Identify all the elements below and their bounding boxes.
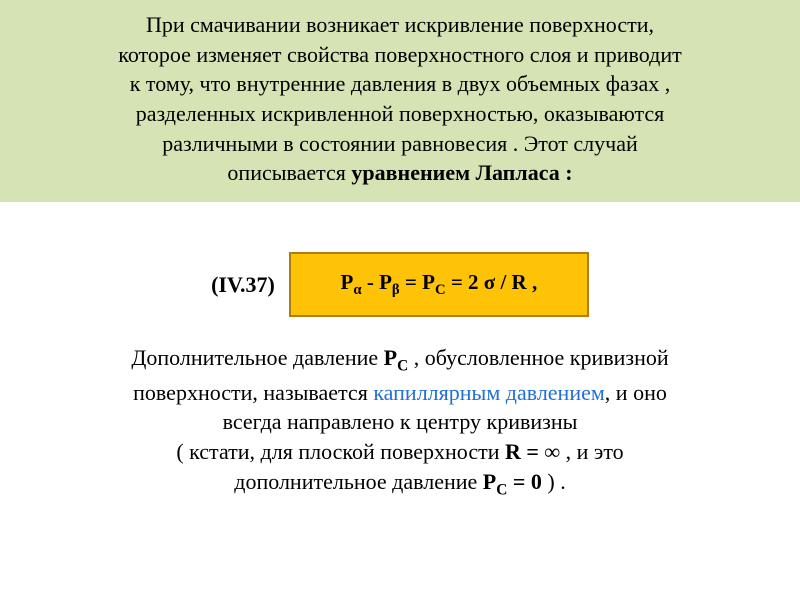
- laplace-equation-box: Pα - Pβ = PC = 2 σ / R ,: [289, 252, 589, 317]
- bt-2c: , и оно: [605, 380, 667, 405]
- explanation-paragraph: Дополнительное давление PC , обусловленн…: [0, 343, 800, 500]
- intro-line-3: к тому, что внутренние давления в двух о…: [130, 71, 671, 96]
- formula-sub-alpha: α: [353, 282, 361, 298]
- intro-line-6a: описывается: [227, 160, 351, 185]
- formula-minus-p-beta: - P: [362, 270, 392, 294]
- bt-5a: дополнительное давление: [234, 469, 483, 494]
- intro-line-4: разделенных искривленной поверхностью, о…: [136, 101, 665, 126]
- bt-2a: поверхности, называется: [133, 380, 373, 405]
- bt-5b-bold: PC = 0: [483, 469, 542, 494]
- bt-1a: Дополнительное давление: [131, 345, 383, 370]
- intro-line-6b-bold: уравнением Лапласа :: [351, 160, 572, 185]
- capillary-pressure-term: капиллярным давлением: [373, 380, 604, 405]
- bt-5d: ) .: [542, 469, 566, 494]
- bt-1c: , обусловленное кривизной: [408, 345, 668, 370]
- formula-sub-beta: β: [392, 282, 400, 298]
- bt-4b-bold: R = ∞: [505, 439, 560, 464]
- intro-line-1: При смачивании возникает искривление пов…: [146, 12, 654, 37]
- formula-p-alpha: P: [341, 270, 354, 294]
- bt-3: всегда направлено к центру кривизны: [223, 409, 578, 434]
- intro-line-5: различными в состоянии равновесия . Этот…: [162, 131, 638, 156]
- formula-sub-c: C: [435, 282, 446, 298]
- formula-row: (IV.37) Pα - Pβ = PC = 2 σ / R ,: [0, 252, 800, 317]
- bt-4c: , и это: [560, 439, 624, 464]
- formula-number-label: (IV.37): [211, 272, 275, 298]
- formula-rhs: = 2 σ / R ,: [446, 270, 538, 294]
- intro-paragraph-box: При смачивании возникает искривление пов…: [0, 0, 800, 202]
- bt-1b-bold: PC: [384, 345, 409, 370]
- formula-eq-pc: = P: [400, 270, 435, 294]
- intro-line-2: которое изменяет свойства поверхностного…: [118, 42, 681, 67]
- bt-4a: ( кстати, для плоской поверхности: [176, 439, 505, 464]
